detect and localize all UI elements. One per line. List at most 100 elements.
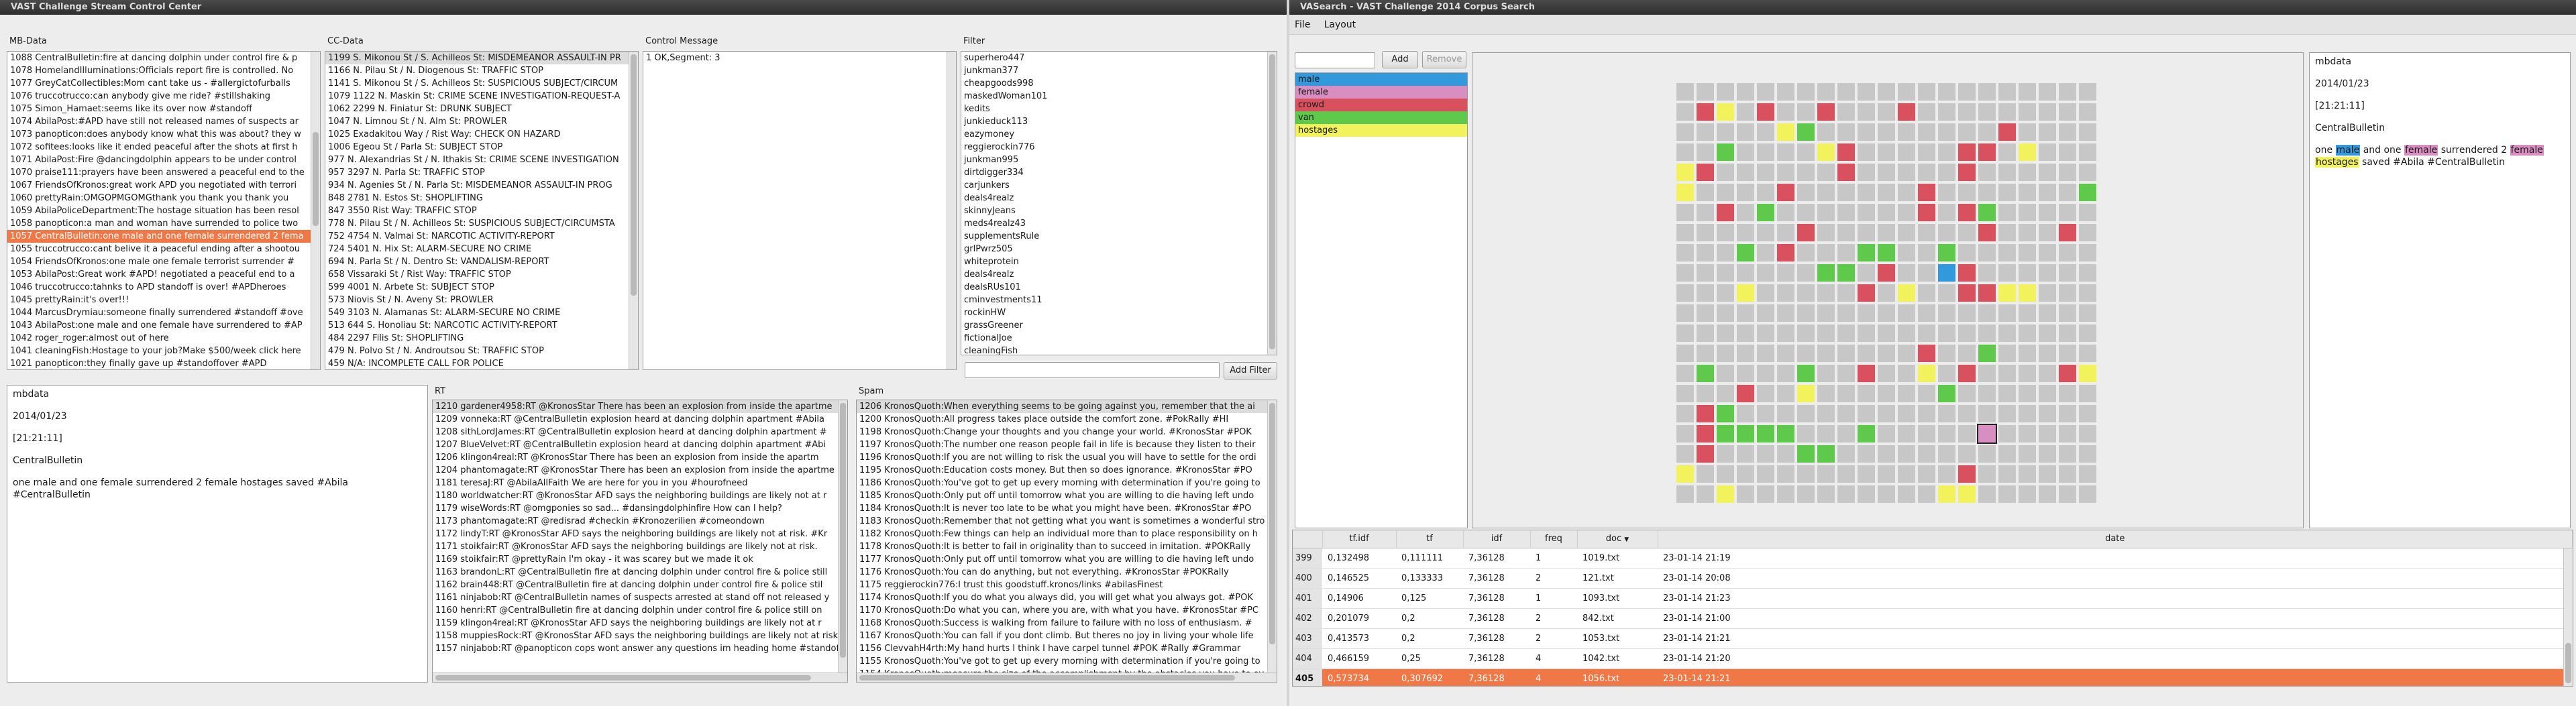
document-cell[interactable] (1676, 83, 1694, 101)
document-cell[interactable] (1898, 123, 1915, 141)
filter-list-item[interactable]: reggierockin776 (964, 142, 1035, 152)
document-cell[interactable] (1757, 184, 1774, 201)
table-row[interactable]: 403 0,413573 0,2 7,36128 2 1053.txt 23-01-14 2… (1293, 628, 2573, 649)
document-cell[interactable] (1938, 184, 1955, 201)
document-cell[interactable] (1858, 244, 1875, 261)
document-cell[interactable] (1676, 425, 1694, 443)
document-cell[interactable] (1858, 224, 1875, 241)
document-cell[interactable] (1958, 425, 1976, 443)
document-cell[interactable] (1898, 204, 1915, 221)
document-cell[interactable] (1878, 123, 1895, 141)
document-cell[interactable] (1918, 204, 1935, 221)
document-cell[interactable] (1938, 103, 1955, 121)
menu-file[interactable]: File (1295, 19, 1311, 30)
document-cell[interactable] (1697, 204, 1714, 221)
rt-list-item[interactable]: 1160 henri:RT @CentralBulletin fire at d… (435, 605, 822, 615)
document-cell[interactable] (2019, 264, 2036, 282)
filter-list-item[interactable]: cminvestments11 (964, 295, 1042, 305)
results-scrollbar[interactable] (2563, 548, 2573, 686)
col-freq[interactable]: freq (1530, 530, 1578, 548)
document-cell[interactable] (1777, 385, 1794, 402)
document-cell[interactable] (1676, 264, 1694, 282)
filter-list-item[interactable]: grlPwrz505 (964, 244, 1013, 254)
document-cell[interactable] (1717, 164, 1734, 181)
document-cell[interactable] (1898, 465, 1915, 483)
document-cell[interactable] (1998, 385, 2016, 402)
document-cell[interactable] (1898, 284, 1915, 302)
document-cell[interactable] (1697, 184, 1714, 201)
document-cell[interactable] (1898, 244, 1915, 261)
document-cell[interactable] (1737, 304, 1754, 322)
document-cell[interactable] (2079, 365, 2096, 382)
document-cell[interactable] (2059, 224, 2076, 241)
document-cell[interactable] (1858, 345, 1875, 362)
mb-list-item[interactable]: 1070 praise111:prayers have been answere… (10, 168, 305, 178)
rt-list-item[interactable]: 1181 teresaJ:RT @AbilaAllFaith We are he… (435, 478, 748, 488)
document-cell[interactable] (1797, 445, 1815, 463)
document-cell[interactable] (2059, 143, 2076, 161)
document-cell[interactable] (2019, 325, 2036, 342)
document-cell[interactable] (1858, 164, 1875, 181)
document-cell[interactable] (1777, 465, 1794, 483)
document-cell[interactable] (1837, 264, 1855, 282)
document-cell[interactable] (1797, 405, 1815, 422)
document-cell[interactable] (1837, 365, 1855, 382)
document-cell[interactable] (1717, 184, 1734, 201)
document-cell[interactable] (1697, 465, 1714, 483)
document-cell[interactable] (1737, 405, 1754, 422)
document-cell[interactable] (1817, 264, 1835, 282)
document-cell[interactable] (1737, 264, 1754, 282)
document-cell[interactable] (2019, 224, 2036, 241)
document-cell[interactable] (1717, 425, 1734, 443)
document-cell[interactable] (1878, 284, 1895, 302)
document-cell[interactable] (1717, 345, 1734, 362)
document-cell[interactable] (1817, 204, 1835, 221)
document-cell[interactable] (1697, 244, 1714, 261)
document-cell[interactable] (1958, 224, 1976, 241)
document-cell[interactable] (1817, 184, 1835, 201)
document-cell[interactable] (1878, 365, 1895, 382)
document-cell[interactable] (1938, 405, 1955, 422)
filter-list-item[interactable]: rockinHW (964, 308, 1006, 318)
document-cell[interactable] (1697, 325, 1714, 342)
col-tf[interactable]: tf (1396, 530, 1464, 548)
document-cell[interactable] (1998, 103, 2016, 121)
document-cell[interactable] (1858, 83, 1875, 101)
cc-list-item[interactable]: 934 N. Agenies St / N. Parla St: MISDEME… (328, 180, 612, 190)
filter-list-item[interactable]: deals4realz (964, 193, 1014, 203)
rt-list-item[interactable]: 1172 lindyT:RT @KronosStar AFD says the … (435, 529, 828, 539)
document-cell[interactable] (1898, 445, 1915, 463)
document-cell[interactable] (1676, 445, 1694, 463)
document-cell[interactable] (1757, 345, 1774, 362)
document-cell[interactable] (1757, 485, 1774, 503)
document-cell[interactable] (1918, 284, 1935, 302)
mb-list-item[interactable]: 1073 panopticon:does anybody know what t… (10, 129, 301, 139)
spam-list-item[interactable]: 1195 KronosQuoth:Education costs money. … (859, 465, 1252, 475)
document-cell[interactable] (2039, 123, 2056, 141)
document-cell[interactable] (1918, 425, 1935, 443)
document-cell[interactable] (1898, 325, 1915, 342)
document-cell[interactable] (1757, 204, 1774, 221)
document-cell[interactable] (1777, 204, 1794, 221)
document-cell[interactable] (1958, 123, 1976, 141)
filter-list-item[interactable]: kedits (964, 104, 990, 114)
document-cell[interactable] (2039, 264, 2056, 282)
document-cell[interactable] (1898, 405, 1915, 422)
document-cell[interactable] (1737, 445, 1754, 463)
document-cell[interactable] (1858, 445, 1875, 463)
document-cell[interactable] (1858, 365, 1875, 382)
filter-list-item[interactable]: dealsRUs101 (964, 282, 1021, 292)
document-cell[interactable] (1837, 83, 1855, 101)
document-cell[interactable] (1717, 445, 1734, 463)
rt-list-item[interactable]: 1158 muppiesRock:RT @KronosStar AFD says… (435, 631, 841, 641)
document-cell[interactable] (1737, 123, 1754, 141)
filter-list-item[interactable]: dirtdigger334 (964, 168, 1024, 178)
document-cell[interactable] (1998, 445, 2016, 463)
document-cell[interactable] (2019, 465, 2036, 483)
tag-item-hostages[interactable]: hostages (1295, 124, 1467, 137)
document-cell[interactable] (1837, 164, 1855, 181)
document-cell[interactable] (2059, 284, 2076, 302)
document-cell[interactable] (1998, 345, 2016, 362)
cc-list-item[interactable]: 484 2297 Filis St: SHOPLIFTING (328, 333, 464, 343)
rt-list-item[interactable]: 1180 worldwatcher:RT @KronosStar AFD say… (435, 491, 827, 501)
